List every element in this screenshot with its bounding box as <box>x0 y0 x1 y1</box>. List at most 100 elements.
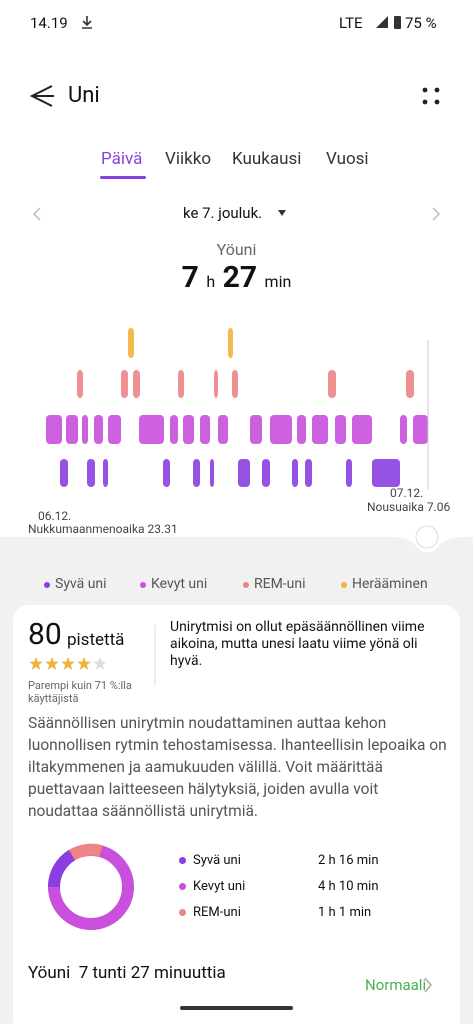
donut-deep <box>47 849 76 888</box>
legend-dot <box>341 582 347 588</box>
stage-block <box>178 370 184 398</box>
stage-block <box>103 459 108 487</box>
row-label: Syvä uni <box>193 853 241 868</box>
signal-icon <box>376 16 388 28</box>
battery-icon <box>394 16 401 29</box>
stage-block <box>270 415 292 444</box>
stage-block <box>108 415 121 444</box>
stage-block <box>413 415 428 444</box>
stage-block <box>66 415 78 444</box>
stars <box>29 657 107 670</box>
h: h <box>206 272 216 291</box>
stage-block <box>193 459 200 487</box>
tab[interactable]: Kuukausi <box>232 149 302 169</box>
star <box>45 657 59 670</box>
legend-label: Syvä uni <box>55 576 107 592</box>
stage-block <box>82 415 88 444</box>
tab[interactable]: Päivä <box>101 149 143 169</box>
row-value: 1 h 1 min <box>318 905 372 920</box>
stage-block <box>262 459 270 487</box>
stage-block <box>400 415 407 444</box>
tab[interactable]: Viikko <box>165 149 212 169</box>
stage-block <box>297 415 306 444</box>
stage-block <box>77 370 83 398</box>
stage-block <box>218 415 228 444</box>
battery: 75 % <box>405 14 437 32</box>
legend-label: REM-uni <box>254 576 306 592</box>
row-label: Kevyt uni <box>193 879 246 894</box>
stage-block <box>94 415 103 444</box>
end-label: Nousuaika 7.06 <box>367 500 451 514</box>
clock: 14.19 <box>30 14 68 32</box>
back-arrow[interactable] <box>29 85 54 107</box>
stage-block <box>183 415 194 444</box>
star <box>77 657 91 670</box>
row-dot <box>179 883 186 890</box>
prev-day[interactable] <box>32 207 41 221</box>
stage-block <box>250 415 262 444</box>
stage-block <box>139 415 164 444</box>
row-value: 2 h 16 min <box>318 853 379 868</box>
row-dot <box>179 857 186 864</box>
hypnogram <box>46 328 428 487</box>
legend-label: Herääminen <box>352 576 428 592</box>
star <box>93 657 107 670</box>
star <box>29 657 43 670</box>
score-compare: Parempi kuin 71 %:lla käyttäjistä <box>28 679 132 705</box>
end-date: 07.12. <box>390 486 424 500</box>
stage-block <box>346 459 352 487</box>
stage-block <box>328 370 336 398</box>
hours: 7 <box>181 260 199 295</box>
date-dropdown[interactable] <box>278 210 286 216</box>
legend-dot <box>243 582 249 588</box>
knob <box>415 525 439 549</box>
more-button[interactable] <box>422 87 440 105</box>
stage-block <box>128 328 134 358</box>
page-title: Uni <box>68 83 100 108</box>
stage-block <box>46 415 62 444</box>
stage-block <box>133 370 140 398</box>
star <box>61 657 75 670</box>
stage-block <box>210 459 214 487</box>
stage-block <box>335 415 346 444</box>
score-note: Unirytmisi on ollut epäsäännöllinen viim… <box>170 619 425 669</box>
stage-block <box>228 328 233 358</box>
summary-value: 7 h 27 min <box>0 260 473 295</box>
advice: Säännöllisen unirytmin noudattaminen aut… <box>28 714 447 820</box>
stage-block <box>163 459 170 487</box>
summary-label: Yöuni <box>216 240 257 259</box>
stage-block <box>200 415 210 444</box>
score: 80 <box>28 617 62 652</box>
next-day[interactable] <box>432 207 441 221</box>
tab-indicator <box>100 176 146 179</box>
legend-label: Kevyt uni <box>151 576 208 592</box>
stage-block <box>406 370 414 398</box>
night-title: Yöuni 7 tunti 27 minuuttia <box>28 963 226 983</box>
min: min <box>264 272 292 291</box>
stage-block <box>214 370 218 398</box>
stage-block <box>238 459 250 487</box>
minutes: 27 <box>222 260 258 295</box>
stage-block <box>60 459 68 487</box>
stage-block <box>170 415 178 444</box>
stage-block <box>352 415 372 444</box>
stage-block <box>232 370 238 398</box>
stage-block <box>292 459 298 487</box>
legend-dot <box>44 582 50 588</box>
network: LTE <box>339 14 363 32</box>
date[interactable]: ke 7. jouluk. <box>183 204 263 222</box>
start-label: Nukkumaanmenoaika 23.31 <box>28 522 178 536</box>
chevron <box>424 977 432 993</box>
stage-block <box>305 459 312 487</box>
download-icon <box>82 16 92 29</box>
stage-block <box>121 370 128 398</box>
tab[interactable]: Vuosi <box>326 149 369 169</box>
legend-dot <box>140 582 146 588</box>
score-unit: pistettä <box>67 630 125 650</box>
nav-bar <box>180 1006 293 1010</box>
card <box>13 605 460 1024</box>
night-status[interactable]: Normaali <box>365 976 427 994</box>
stage-block <box>87 459 95 487</box>
